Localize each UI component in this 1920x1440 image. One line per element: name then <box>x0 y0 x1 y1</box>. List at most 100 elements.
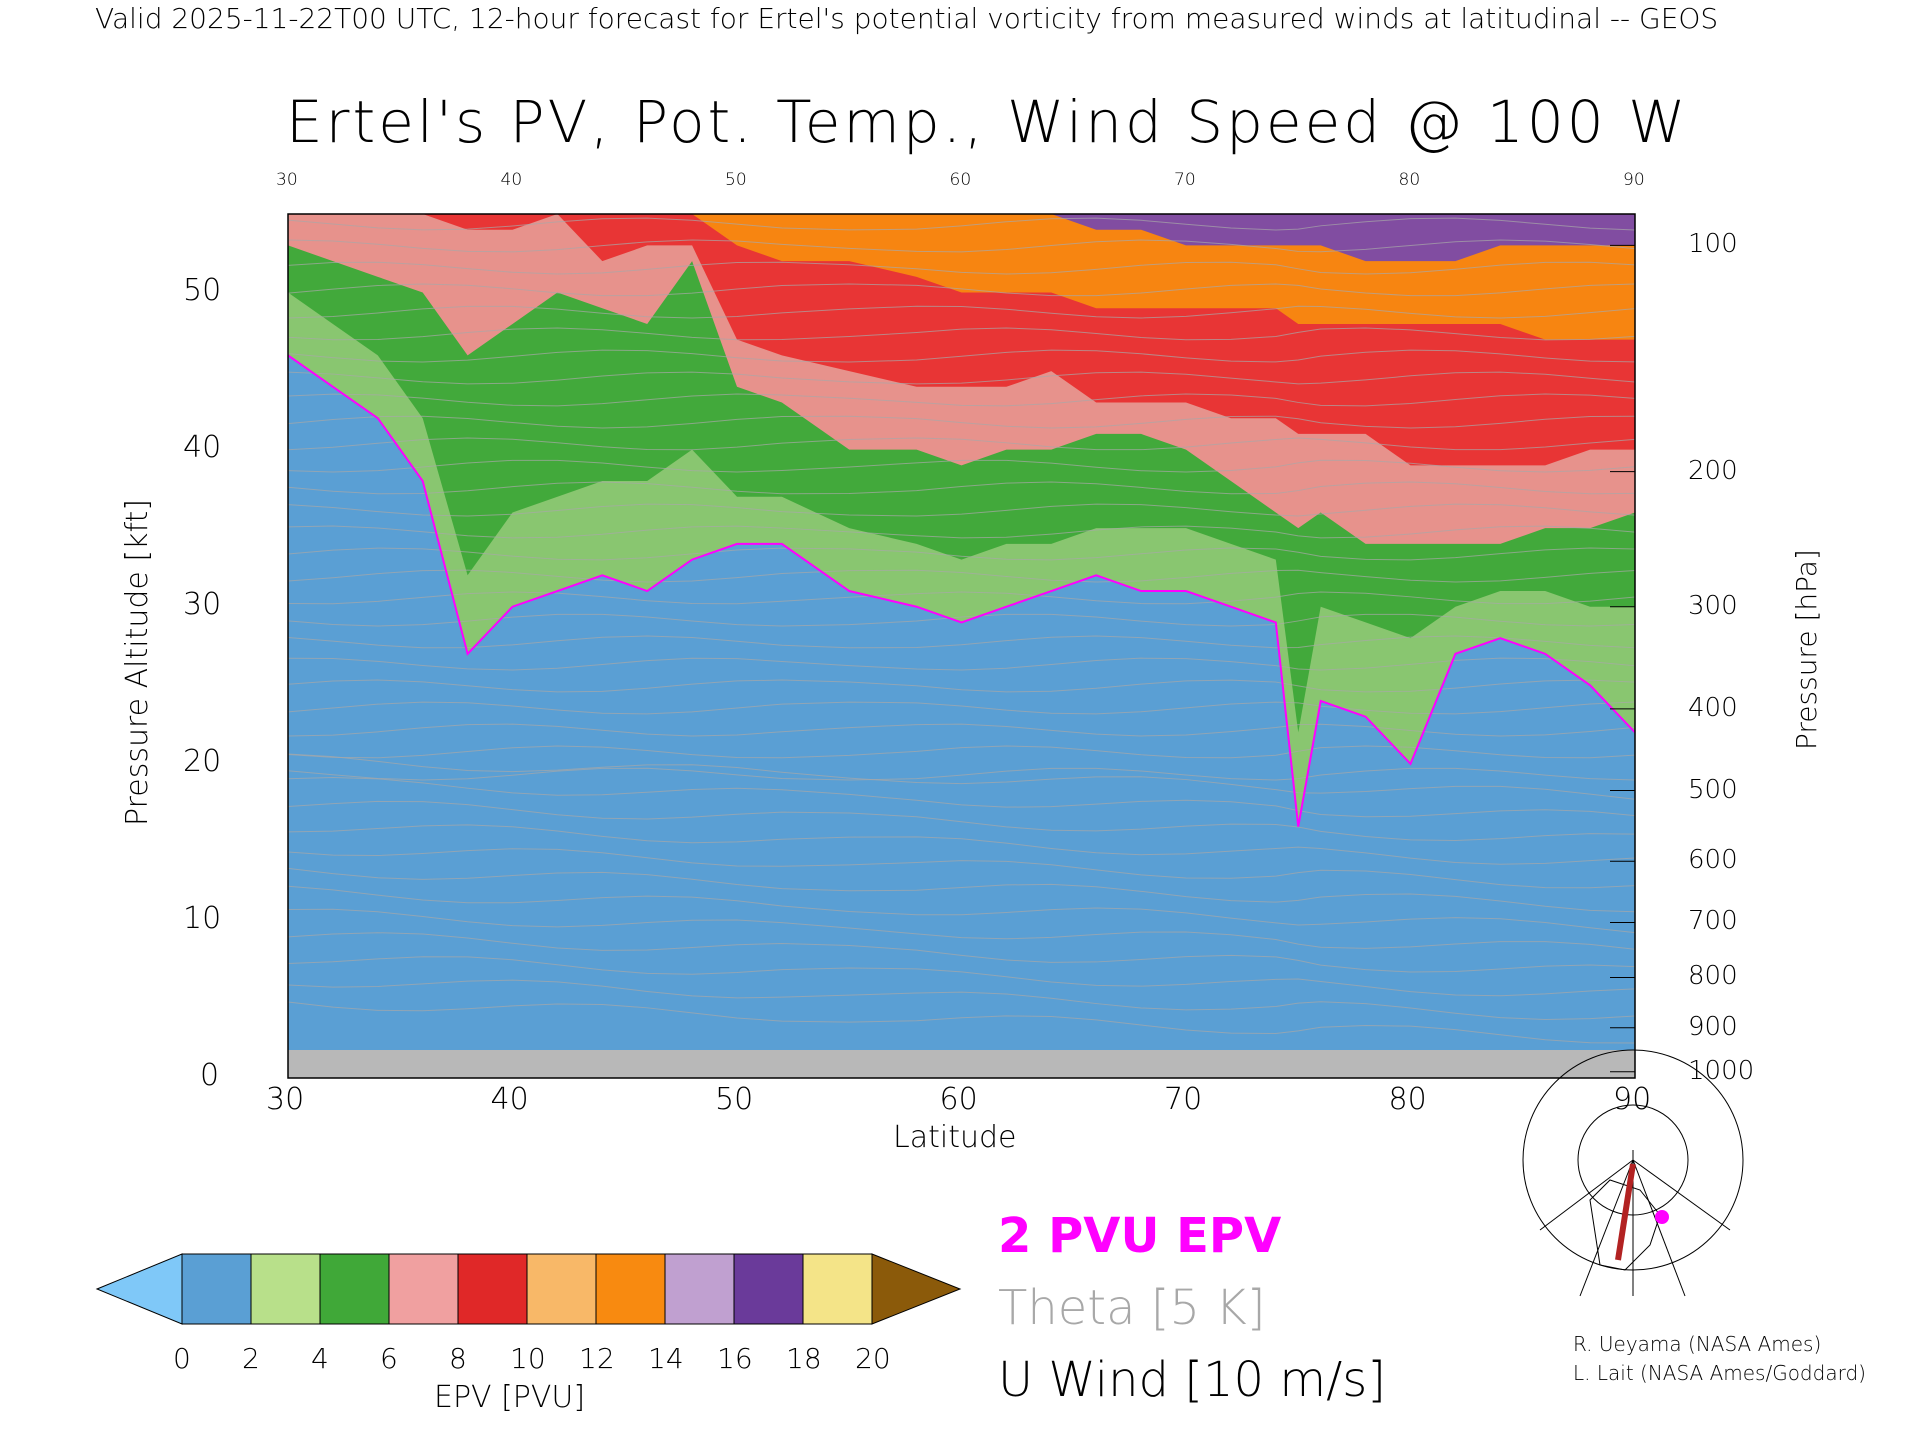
x-top-tick-label: 60 <box>949 170 972 190</box>
x-tick-label: 50 <box>715 1082 754 1117</box>
theta-contour <box>288 776 1635 818</box>
y-tick-label: 0 <box>200 1058 220 1093</box>
y-axis-label: Pressure Altitude [kft] <box>120 499 155 826</box>
colorbar-tick-label: 14 <box>648 1342 684 1375</box>
x-tick-label: 80 <box>1388 1082 1427 1117</box>
plot-frame <box>287 213 1636 1079</box>
y2-axis-label: Pressure [hPa] <box>1790 549 1823 750</box>
colorbar-tick-label: 12 <box>579 1342 615 1375</box>
y-tick-label: 40 <box>183 429 222 465</box>
theta-contour <box>288 393 1635 407</box>
colorbar-segment <box>319 1253 390 1325</box>
colorbar-segment <box>664 1253 735 1325</box>
colorbar-tick-label: 8 <box>449 1342 467 1375</box>
header-caption: Valid 2025-11-22T00 UTC, 12-hour forecas… <box>95 2 1719 35</box>
theta-contour <box>288 547 1635 561</box>
plot-area <box>288 196 1635 1078</box>
colorbar-over-arrow <box>871 1253 962 1325</box>
x-tick-label: 30 <box>266 1082 305 1117</box>
colorbar-tick-label: 20 <box>855 1342 891 1375</box>
y2-tick-label: 300 <box>1688 590 1738 621</box>
theta-contour <box>288 745 1635 759</box>
colorbar-segment <box>457 1253 528 1325</box>
colorbar-under-arrow <box>95 1253 183 1325</box>
y2-tick-label: 800 <box>1688 961 1738 992</box>
y-tick-label: 20 <box>183 743 222 779</box>
x-tick-label: 60 <box>939 1082 978 1117</box>
theta-contour <box>288 657 1635 671</box>
theta-contour <box>288 591 1635 605</box>
theta-contour <box>288 867 1635 913</box>
theta-contour <box>288 239 1635 253</box>
theta-contour <box>288 679 1635 693</box>
legend-pv: 2 PVU EPV <box>998 1208 1282 1264</box>
y2-tick-label: 600 <box>1688 845 1738 876</box>
credit-line-2: L. Lait (NASA Ames/Goddard) <box>1573 1361 1866 1385</box>
colorbar <box>95 1253 962 1325</box>
x-top-tick-label: 40 <box>500 170 523 190</box>
theta-contour <box>288 481 1635 495</box>
y-tick-label: 50 <box>183 272 222 308</box>
theta-contour <box>288 327 1635 341</box>
theta-contour <box>288 569 1635 583</box>
theta-contour <box>288 525 1635 539</box>
pv-band-pv16_kft <box>781 214 1635 262</box>
theta-contour <box>288 956 1635 997</box>
colorbar-tick-label: 2 <box>242 1342 260 1375</box>
x-top-tick-label: 90 <box>1623 170 1645 190</box>
legend-theta: Theta [5 K] <box>998 1280 1266 1336</box>
y2-tick-label: 400 <box>1688 692 1738 723</box>
theta-contour <box>288 800 1635 841</box>
theta-contour <box>288 503 1635 517</box>
theta-contour <box>288 885 1635 934</box>
y2-tick-label: 700 <box>1688 906 1738 937</box>
x-axis-label: Latitude <box>893 1120 1017 1155</box>
theta-contour <box>288 635 1635 649</box>
y2-tick-label: 500 <box>1688 774 1738 805</box>
x-top-tick-label: 70 <box>1174 170 1196 190</box>
y-tick-label: 30 <box>183 586 222 622</box>
locator-map <box>1522 1049 1744 1297</box>
colorbar-tick-label: 16 <box>717 1342 753 1375</box>
colorbar-segment <box>733 1253 804 1325</box>
theta-contour <box>288 196 1635 208</box>
theta-contour <box>288 349 1635 363</box>
location-marker <box>1655 1210 1669 1224</box>
x-top-tick-label: 30 <box>276 170 298 190</box>
theta-contour <box>288 261 1635 275</box>
theta-contour <box>288 848 1635 889</box>
colorbar-tick-label: 6 <box>380 1342 398 1375</box>
colorbar-segment <box>181 1253 252 1325</box>
colorbar-segment <box>802 1253 873 1325</box>
colorbar-segment <box>250 1253 321 1325</box>
colorbar-tick-label: 18 <box>786 1342 822 1375</box>
credit-line-1: R. Ueyama (NASA Ames) <box>1573 1332 1822 1356</box>
theta-contour <box>288 824 1635 865</box>
theta-contour <box>288 459 1635 473</box>
terrain <box>288 1050 1635 1078</box>
colorbar-tick-label: 0 <box>173 1342 191 1375</box>
theta-contour <box>288 415 1635 429</box>
theta-contour <box>288 1001 1635 1044</box>
theta-contour <box>288 217 1635 231</box>
theta-contour <box>288 437 1635 451</box>
colorbar-segment <box>388 1253 459 1325</box>
x-top-tick-label: 50 <box>725 170 747 190</box>
colorbar-segment <box>595 1253 666 1325</box>
x-tick-label: 70 <box>1164 1082 1203 1117</box>
y-tick-label: 10 <box>183 900 222 936</box>
x-tick-label: 90 <box>1613 1082 1652 1117</box>
colorbar-tick-label: 10 <box>510 1342 546 1375</box>
y2-tick-label: 100 <box>1688 229 1738 260</box>
y2-tick-label: 200 <box>1688 455 1738 486</box>
y2-tick-label: 1000 <box>1688 1055 1755 1086</box>
colorbar-segment <box>526 1253 597 1325</box>
y2-tick-label: 900 <box>1688 1011 1738 1042</box>
cross-section-line <box>1615 1163 1636 1261</box>
theta-contour <box>288 701 1635 715</box>
theta-contour <box>288 283 1635 297</box>
theta-contour <box>288 932 1635 973</box>
x-top-tick-label: 80 <box>1398 170 1421 190</box>
theta-contour <box>288 753 1635 800</box>
